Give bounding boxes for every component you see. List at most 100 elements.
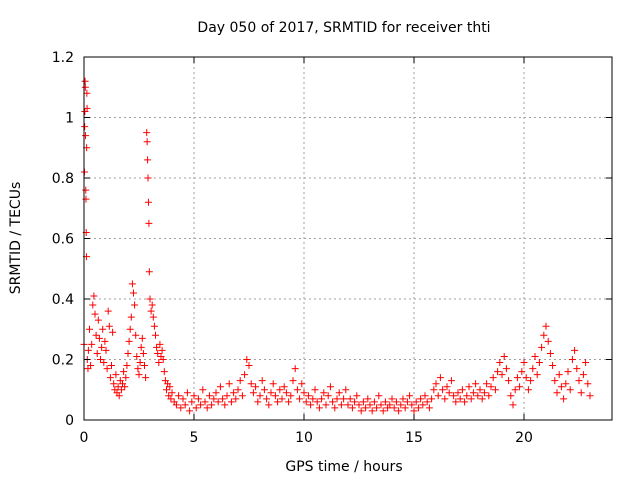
data-point [146,295,154,303]
data-point [483,380,491,388]
data-point [313,398,321,406]
data-point [112,371,120,379]
data-point [337,401,345,409]
data-point [472,380,480,388]
data-point [190,392,198,400]
data-point [439,386,447,394]
data-point [145,219,153,227]
data-point [412,398,420,406]
data-point [159,356,167,363]
data-point [117,386,125,394]
data-point [428,395,436,403]
data-point [390,404,398,412]
data-point [149,313,157,321]
data-point [579,371,587,379]
data-point [258,377,266,385]
data-point [247,380,255,388]
data-point [103,365,111,373]
data-point [388,395,396,403]
chart-title: Day 050 of 2017, SRMTID for receiver tht… [197,20,490,36]
data-point [406,392,414,400]
data-point [392,398,400,406]
data-point [83,104,91,112]
data-point [355,401,363,409]
data-point [544,337,552,345]
data-point [221,401,229,409]
data-point [513,374,521,382]
data-point [109,328,117,336]
data-point [121,383,129,391]
data-point [309,395,317,403]
data-point [216,383,224,391]
data-point [265,401,273,409]
x-tick-label: 15 [405,430,423,446]
data-point [201,398,209,406]
data-point [199,386,207,394]
data-point [104,307,112,315]
data-point [102,346,110,354]
data-point [150,322,158,330]
data-point [531,352,539,360]
data-point [232,395,240,403]
data-point [461,398,469,406]
data-point [143,138,151,146]
data-point [331,404,339,412]
data-point [130,289,137,297]
y-axis-label: SRMTID / TECUs [8,182,24,295]
data-point [155,359,163,367]
data-point [136,359,144,367]
data-point [353,392,361,400]
data-point [522,374,530,382]
data-point [450,392,458,400]
data-point [502,365,510,373]
data-point [298,380,306,388]
data-point [511,386,519,394]
y-tick-label: 0.6 [52,232,74,248]
x-axis-label: GPS time / hours [285,459,402,475]
data-point [568,356,576,363]
data-point [443,383,451,391]
data-point [425,404,433,412]
data-point [465,383,473,391]
data-point [236,377,244,385]
data-point [480,389,488,397]
data-point [291,365,299,373]
data-point [551,377,559,385]
data-point [105,322,113,330]
data-point [179,395,187,403]
data-point [276,386,284,394]
data-point [88,340,96,348]
data-point [577,389,585,397]
data-point [99,325,107,333]
data-point [81,77,89,85]
data-point [318,395,326,403]
data-point [456,395,464,403]
y-tick-label: 0.2 [52,353,74,369]
data-point [540,331,548,339]
data-point [197,401,205,409]
data-point [500,352,508,360]
data-point [285,398,293,406]
data-point [560,395,568,403]
data-point [386,401,394,409]
data-point [348,404,356,412]
tick-labels: 0 5 10 15 20 0 0.2 0.4 0.6 0.8 1 1.2 [52,50,533,446]
data-point [329,398,337,406]
data-point [230,389,238,397]
data-point [126,325,134,333]
data-point [167,395,175,403]
data-point [269,380,277,388]
data-points [80,77,594,415]
data-point [469,389,477,397]
data-point [145,268,153,276]
data-point [84,346,92,354]
data-point [419,401,427,409]
data-point [324,392,332,400]
data-point [241,371,249,379]
data-point [467,395,475,403]
data-point [533,371,541,379]
data-point [210,395,218,403]
data-point [110,380,118,388]
x-tick-label: 20 [515,430,533,446]
data-point [463,392,471,400]
